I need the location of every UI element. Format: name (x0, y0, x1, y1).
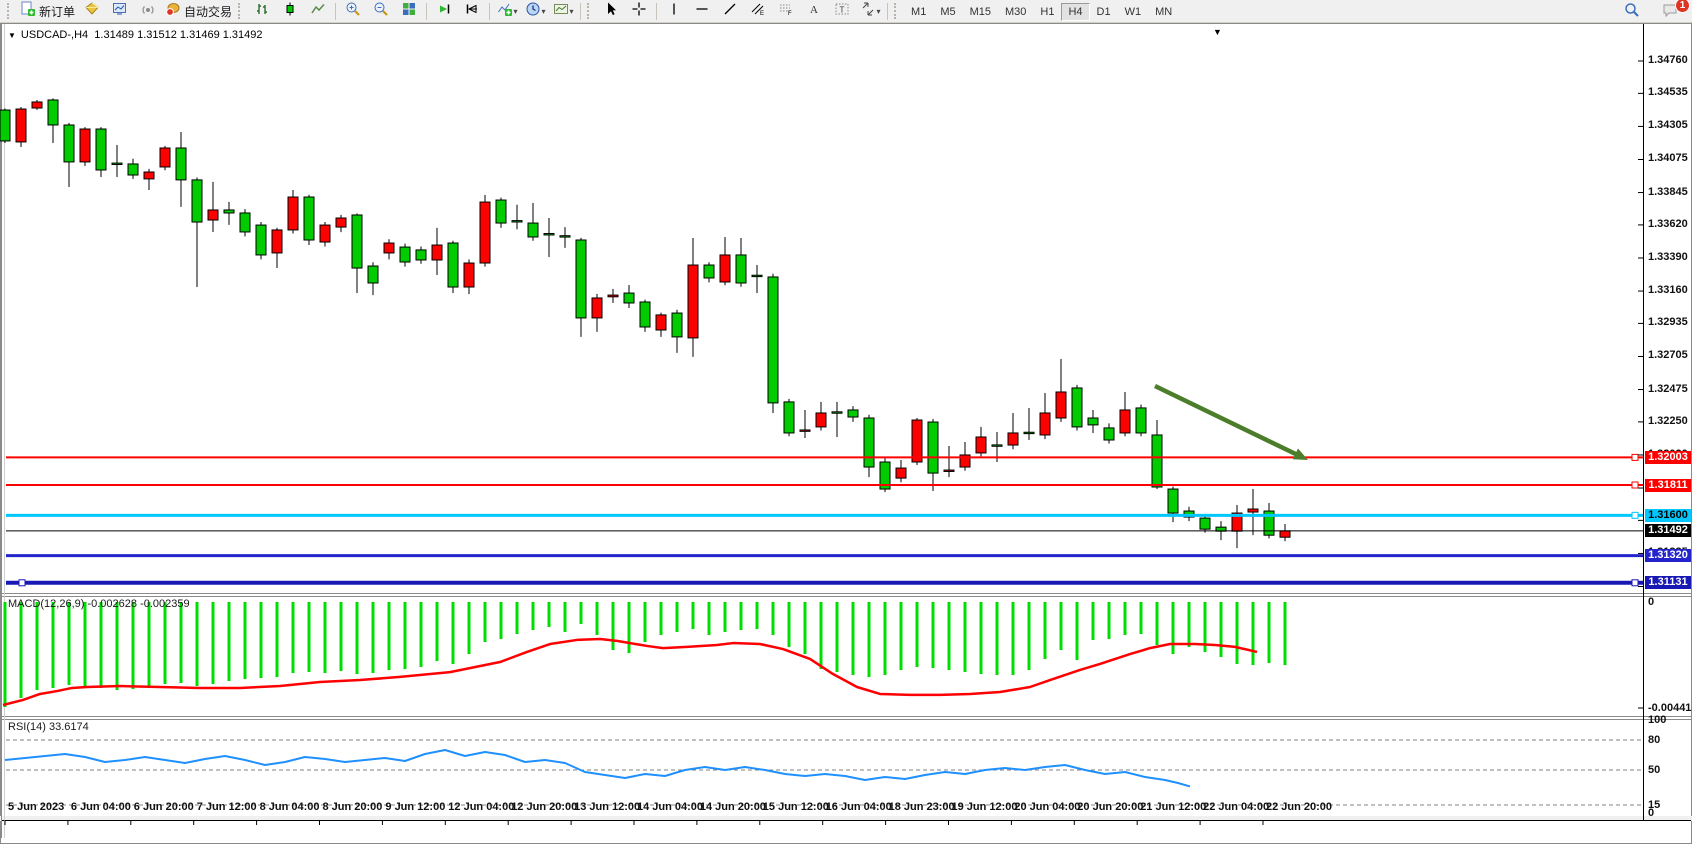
notification-badge: 1 (1675, 0, 1690, 13)
timeframe-group: M1 M5 M15 M30 H1 H4 D1 W1 MN (904, 2, 1179, 21)
channel-icon: E (750, 1, 766, 22)
chart-shift-icon (464, 1, 480, 22)
fibonacci-button[interactable]: F (772, 0, 800, 22)
svg-text:E: E (760, 11, 764, 17)
text-button[interactable]: A (800, 0, 828, 22)
indicators-icon (497, 1, 513, 22)
candlestick-chart-button[interactable] (276, 0, 304, 22)
timeframe-M30[interactable]: M30 (1005, 6, 1027, 18)
text-label-icon: T (834, 1, 850, 22)
toolbar-grip (587, 3, 594, 19)
crosshair-button[interactable] (625, 0, 653, 22)
new-order-icon (20, 1, 36, 22)
cursor-button[interactable] (597, 0, 625, 22)
svg-text:T: T (840, 5, 845, 14)
toolbar-grip (238, 3, 245, 19)
toolbar-separator (887, 2, 889, 20)
market-depth-button[interactable] (78, 0, 106, 22)
line-chart-icon (310, 1, 326, 22)
timeframe-H4[interactable]: H4 (1061, 3, 1090, 21)
autotrade-label: 自动交易 (184, 4, 233, 19)
search-button[interactable] (1618, 1, 1646, 23)
crosshair-icon (631, 1, 647, 22)
timeframe-W1[interactable]: W1 (1124, 6, 1142, 18)
new-order-button[interactable]: 新订单 (17, 0, 78, 22)
collapse-triangle-icon[interactable]: ▼ (8, 31, 16, 40)
text-label-button[interactable]: T (828, 0, 856, 22)
autotrade-icon (165, 1, 181, 22)
chart-shift-button[interactable] (458, 0, 486, 22)
timeframe-MN[interactable]: MN (1155, 6, 1173, 18)
signal-button[interactable] (134, 0, 162, 22)
chart-title: ▼ USDCAD-,H4 1.31489 1.31512 1.31469 1.31… (8, 29, 263, 41)
ohlc-values-label: 1.31489 1.31512 1.31469 1.31492 (94, 29, 263, 41)
dropdown-caret-icon: ▾ (569, 6, 574, 16)
signal-icon (140, 1, 156, 22)
monitor-chart-icon (112, 1, 128, 22)
notifications-button[interactable]: 1 (1656, 0, 1690, 23)
zoom-out-button[interactable] (367, 0, 395, 22)
timeframe-M1[interactable]: M1 (911, 6, 927, 18)
clock-icon (525, 1, 541, 22)
tile-windows-button[interactable] (395, 0, 423, 22)
toolbar-separator (656, 2, 658, 20)
toolbar: 新订单 自动交易 ▾ (0, 0, 1692, 23)
dropdown-caret-icon: ▾ (541, 6, 546, 16)
ohlc-bars-icon (254, 1, 270, 22)
zoom-in-button[interactable] (339, 0, 367, 22)
new-order-label: 新订单 (39, 4, 76, 19)
candlestick-icon (282, 1, 298, 22)
line-chart-button[interactable] (304, 0, 332, 22)
trendline-button[interactable] (716, 0, 744, 22)
toolbar-grip (894, 3, 901, 19)
symbol-period-label: USDCAD-,H4 (20, 29, 89, 41)
bar-chart-button[interactable] (248, 0, 276, 22)
dropdown-caret-icon: ▾ (876, 6, 881, 16)
timeframe-M5[interactable]: M5 (940, 6, 956, 18)
timeframe-M15[interactable]: M15 (969, 6, 991, 18)
tile-windows-icon (401, 1, 417, 22)
vertical-line-button[interactable] (660, 0, 688, 22)
arrows-button[interactable]: ▾ (856, 0, 884, 22)
search-icon (1624, 2, 1640, 23)
arrows-icon (860, 1, 876, 22)
fibonacci-icon: F (778, 1, 794, 22)
horizontal-line-button[interactable] (688, 0, 716, 22)
timeframe-H1[interactable]: H1 (1040, 6, 1055, 18)
equidistant-channel-button[interactable]: E (744, 0, 772, 22)
gold-gem-icon (84, 1, 100, 22)
template-icon (553, 1, 569, 22)
toolbar-separator (580, 2, 582, 20)
svg-text:A: A (810, 4, 818, 16)
zoom-out-icon (373, 1, 389, 22)
chart-window: ▼ USDCAD-,H4 1.31489 1.31512 1.31469 1.31… (0, 23, 1692, 844)
timeframe-D1[interactable]: D1 (1096, 6, 1111, 18)
periods-button[interactable]: ▾ (521, 0, 549, 22)
status-strip (0, 816, 1692, 821)
auto-scroll-button[interactable] (430, 0, 458, 22)
trendline-icon (722, 1, 738, 22)
toolbar-right: 1 (1618, 0, 1690, 23)
svg-text:F: F (788, 11, 792, 17)
dropdown-caret-icon: ▾ (513, 6, 518, 16)
text-icon: A (806, 1, 822, 22)
autotrade-button[interactable]: 自动交易 (162, 0, 235, 22)
vertical-line-icon (666, 1, 682, 22)
indicators-button[interactable]: ▾ (493, 0, 521, 22)
zoom-in-icon (345, 1, 361, 22)
toolbar-separator (489, 2, 491, 20)
chart-window-button[interactable] (106, 0, 134, 22)
templates-button[interactable]: ▾ (549, 0, 577, 22)
horizontal-line-icon (694, 1, 710, 22)
cursor-arrow-icon (603, 1, 619, 22)
auto-scroll-icon (436, 1, 452, 22)
chart-shift-marker[interactable]: ▼ (1213, 27, 1222, 37)
toolbar-separator (426, 2, 428, 20)
toolbar-separator (335, 2, 337, 20)
toolbar-grip (7, 3, 14, 19)
